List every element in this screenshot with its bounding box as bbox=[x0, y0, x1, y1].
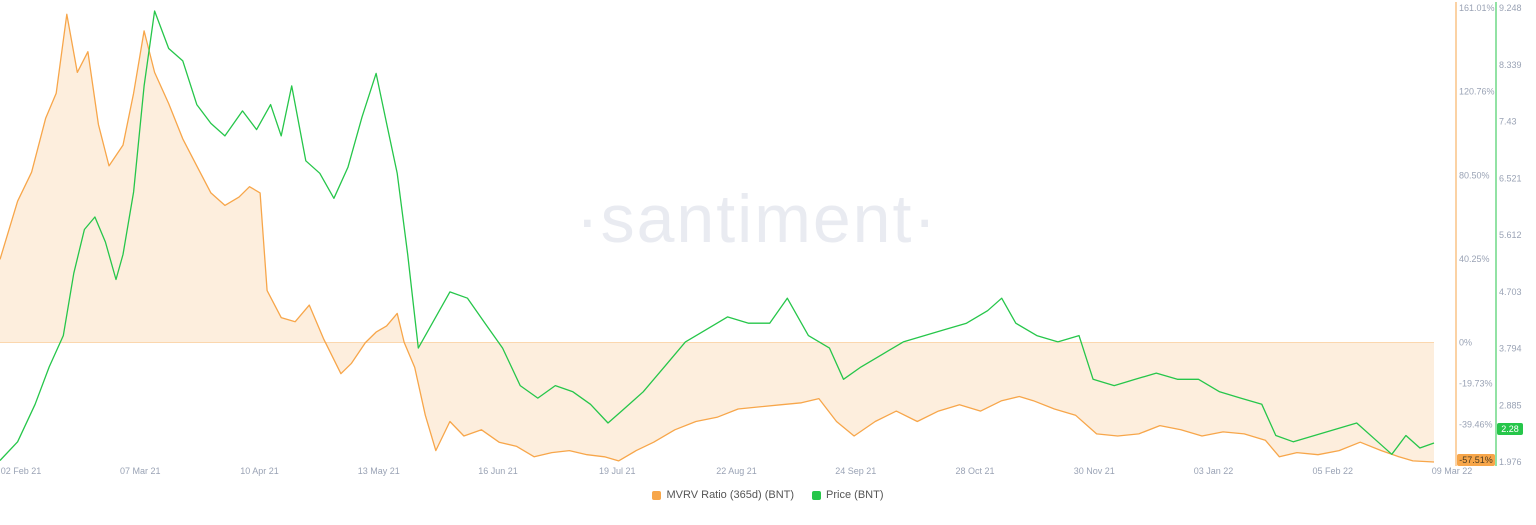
left-tick-label: 80.50% bbox=[1459, 170, 1490, 180]
left-tick-label: -19.73% bbox=[1459, 379, 1493, 389]
left-tick-label: 120.76% bbox=[1459, 87, 1495, 97]
x-tick-label: 02 Feb 21 bbox=[1, 466, 42, 476]
right-tick-label: 8.339 bbox=[1499, 60, 1522, 70]
right-tick-label: 4.703 bbox=[1499, 287, 1522, 297]
legend-swatch-price bbox=[812, 490, 822, 500]
current-value-badges: -57.51% 2.28 bbox=[1457, 423, 1523, 466]
x-tick-label: 30 Nov 21 bbox=[1074, 466, 1115, 476]
right-tick-label: 7.43 bbox=[1499, 117, 1517, 127]
mvrv-area bbox=[0, 14, 1434, 463]
right-tick-label: 1.976 bbox=[1499, 457, 1522, 467]
mvrv-current-badge bbox=[1457, 454, 1495, 466]
chart-legend: MVRV Ratio (365d) (BNT) Price (BNT) bbox=[0, 489, 1536, 501]
price-current-badge bbox=[1497, 423, 1523, 436]
right-tick-label: 9.248 bbox=[1499, 3, 1522, 13]
x-tick-label: 07 Mar 21 bbox=[120, 466, 161, 476]
x-tick-label: 09 Mar 22 bbox=[1432, 466, 1473, 476]
x-tick-label: 19 Jul 21 bbox=[599, 466, 636, 476]
price-current-value: 2.28 bbox=[1501, 424, 1519, 434]
x-tick-label: 05 Feb 22 bbox=[1312, 466, 1353, 476]
legend-label-price: Price (BNT) bbox=[826, 489, 884, 501]
left-tick-label: 0% bbox=[1459, 338, 1472, 348]
x-tick-label: 28 Oct 21 bbox=[955, 466, 994, 476]
left-tick-label: -39.46% bbox=[1459, 419, 1493, 429]
right-axis-ticks: 9.248 8.339 7.43 6.521 5.612 4.703 3.794 2.885 1… bbox=[1499, 3, 1522, 467]
x-tick-label: 16 Jun 21 bbox=[478, 466, 518, 476]
left-axis-ticks: 161.01% 120.76% 80.50% 40.25% 0% -19.73% -39.4… bbox=[1459, 3, 1495, 429]
legend-item-mvrv[interactable]: MVRV Ratio (365d) (BNT) bbox=[652, 489, 794, 501]
legend-item-price[interactable]: Price (BNT) bbox=[812, 489, 884, 501]
right-tick-label: 6.521 bbox=[1499, 173, 1522, 183]
x-tick-label: 24 Sep 21 bbox=[835, 466, 876, 476]
left-tick-label: 40.25% bbox=[1459, 254, 1490, 264]
x-tick-label: 03 Jan 22 bbox=[1194, 466, 1234, 476]
legend-label-mvrv: MVRV Ratio (365d) (BNT) bbox=[666, 489, 795, 501]
x-tick-label: 22 Aug 21 bbox=[716, 466, 757, 476]
x-axis-ticks: 02 Feb 21 07 Mar 21 10 Apr 21 13 May 21 16 J… bbox=[1, 466, 1473, 476]
right-tick-label: 5.612 bbox=[1499, 230, 1522, 240]
watermark-text: ·santiment· bbox=[576, 181, 938, 257]
x-tick-label: 10 Apr 21 bbox=[240, 466, 279, 476]
price-line bbox=[0, 10, 1435, 461]
legend-swatch-mvrv bbox=[652, 490, 662, 500]
line-layer bbox=[0, 10, 1435, 463]
mvrv-current-value: -57.51% bbox=[1459, 455, 1493, 465]
mvrv-area-layer bbox=[0, 14, 1434, 463]
mvrv-line bbox=[0, 13, 1435, 463]
right-tick-label: 3.794 bbox=[1499, 344, 1522, 354]
axis-layer bbox=[1455, 2, 1497, 466]
right-tick-label: 2.885 bbox=[1499, 400, 1522, 410]
x-tick-label: 13 May 21 bbox=[358, 466, 400, 476]
left-tick-label: 161.01% bbox=[1459, 3, 1495, 13]
